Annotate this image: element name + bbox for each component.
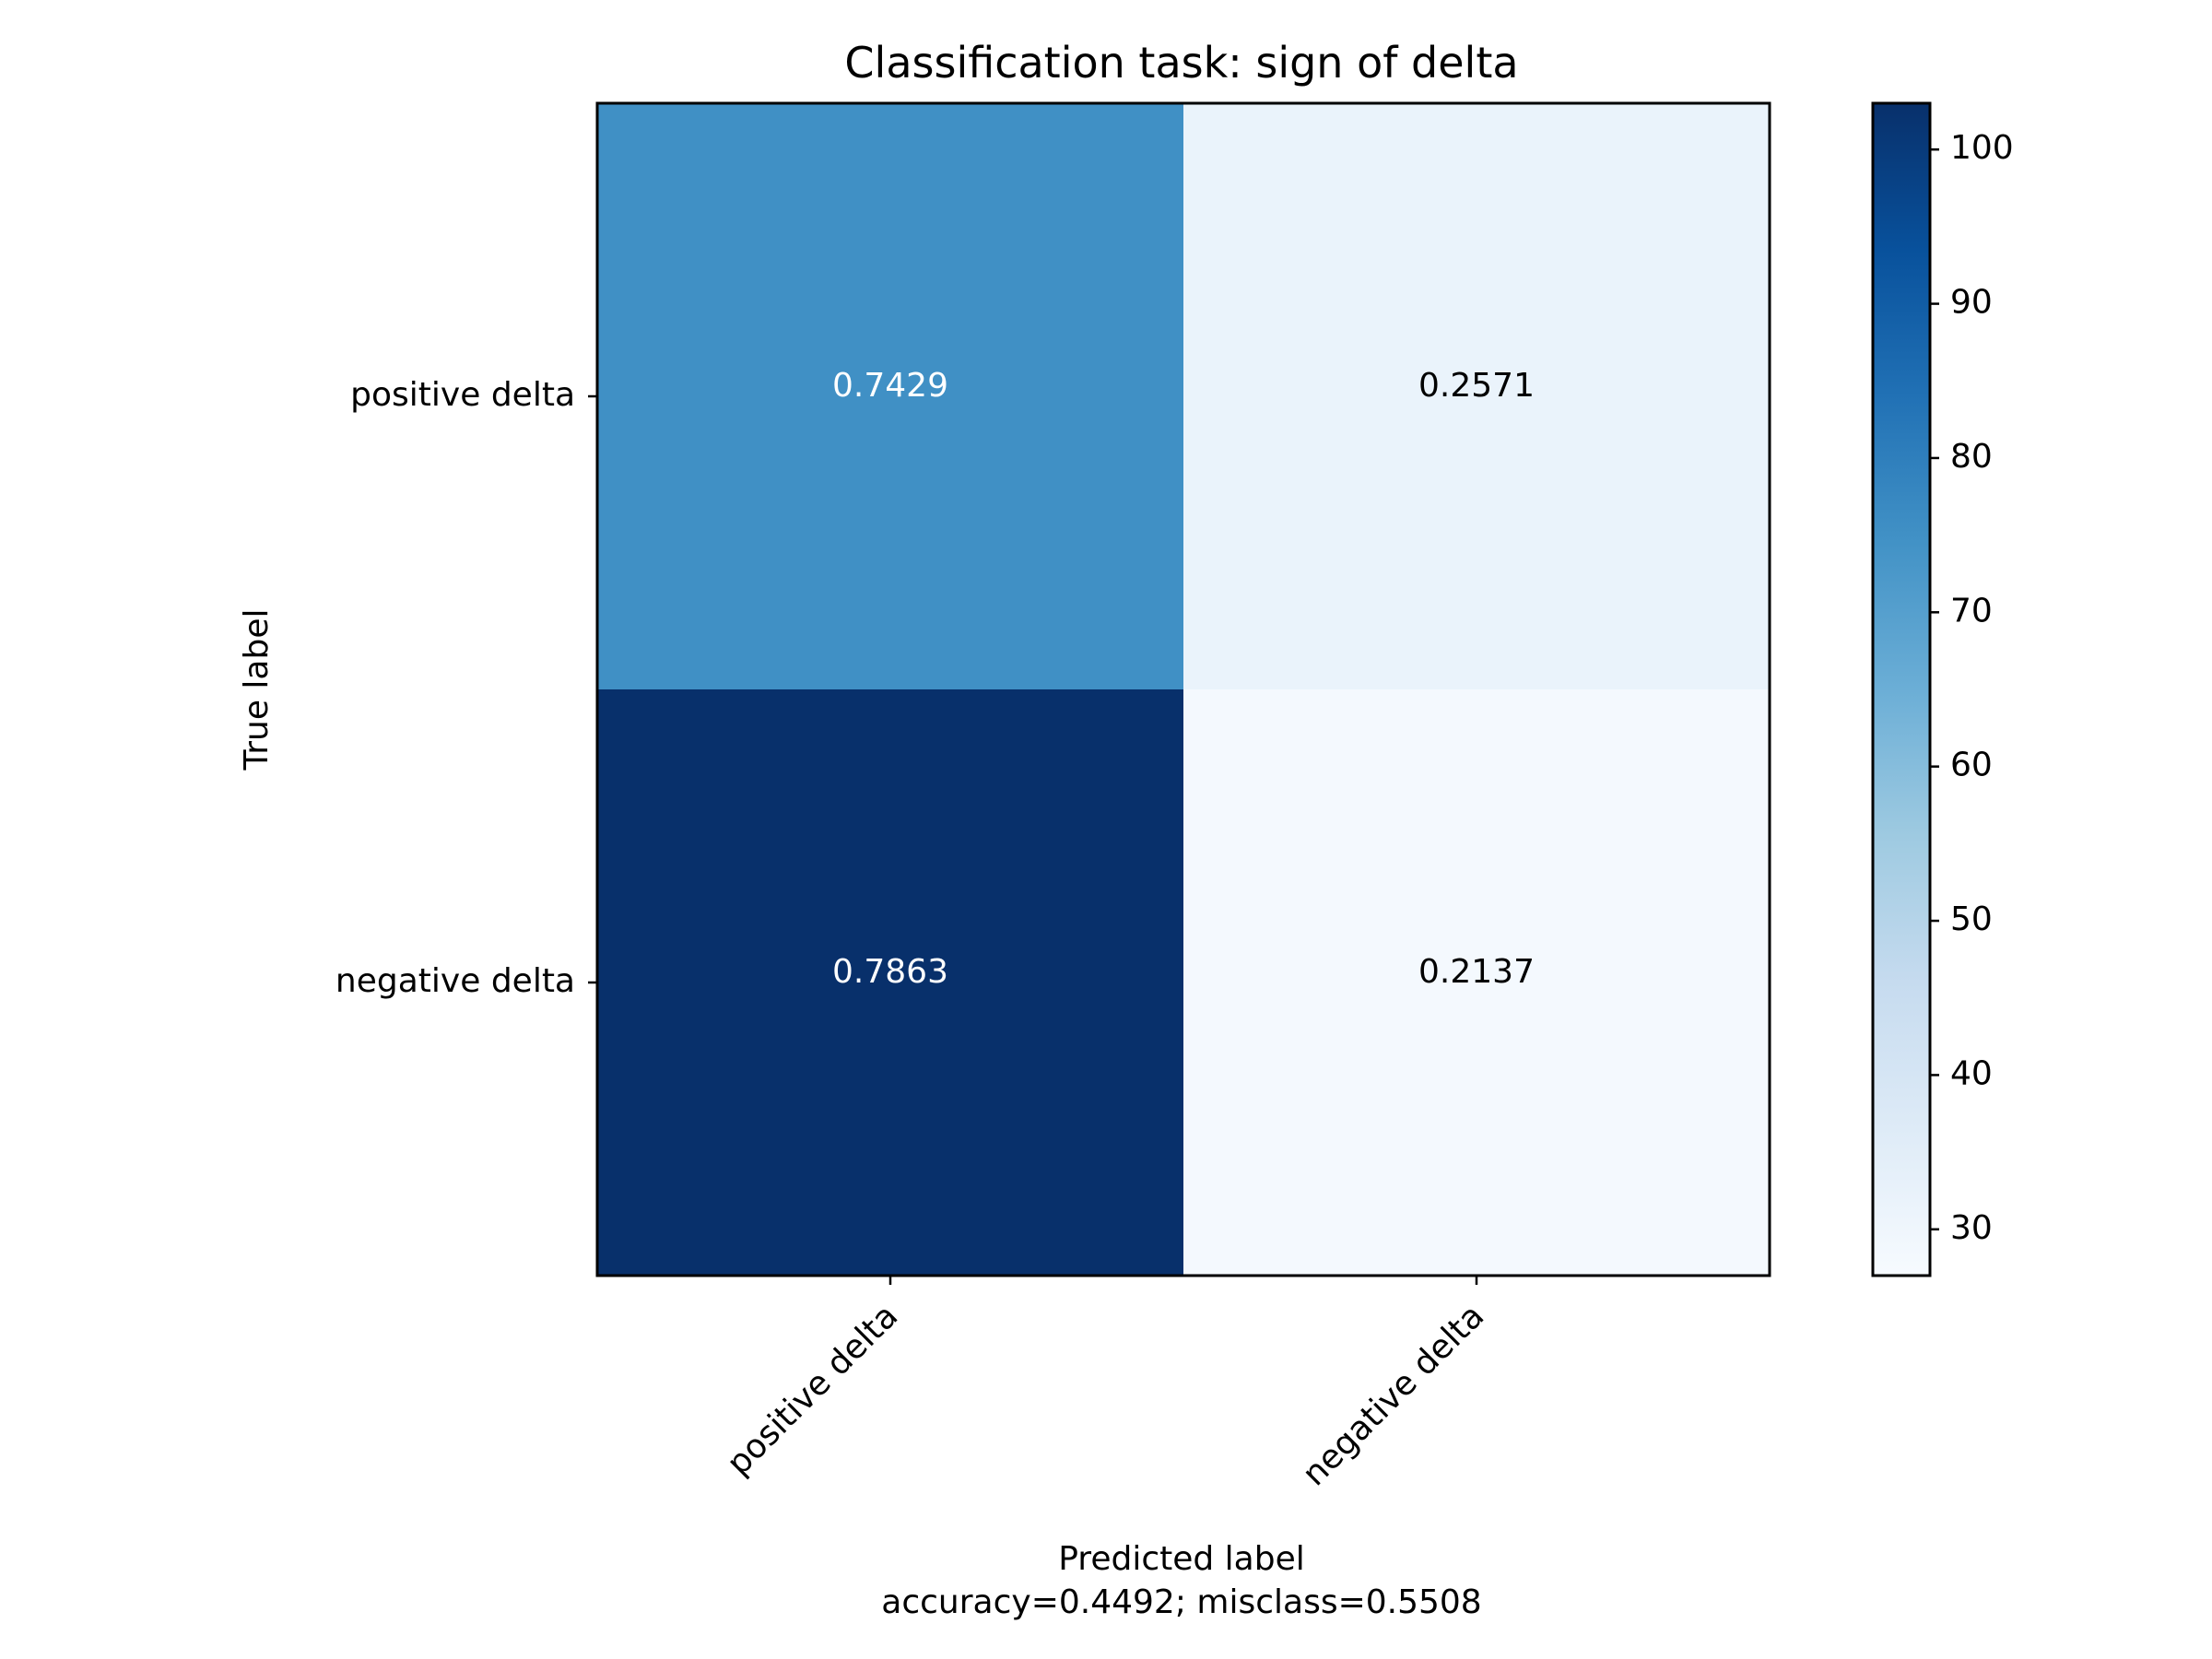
y-axis-label: True label <box>238 609 276 771</box>
colorbar-frame <box>1871 101 1932 1277</box>
colorbar-tick-label: 90 <box>1950 284 1993 322</box>
cell-value-label: 0.2571 <box>1418 367 1535 405</box>
colorbar-tick-label: 70 <box>1950 592 1993 629</box>
y-tick-label: positive delta <box>350 376 575 414</box>
plot-frame <box>595 101 1771 1277</box>
heatmap-cell <box>1183 103 1771 690</box>
x-axis-label: Predicted label <box>1058 1540 1305 1578</box>
cell-value-label: 0.7863 <box>832 953 948 991</box>
colorbar-ticks: 30 40 50 60 70 80 90 100 <box>1930 129 2014 1247</box>
colorbar-tick-label: 50 <box>1950 900 1993 938</box>
heatmap-cell <box>597 103 1184 690</box>
colorbar: 30 40 50 60 70 80 90 100 <box>1871 101 2014 1277</box>
y-axis-ticks: positive delta negative delta <box>335 376 597 1000</box>
colorbar-tick-label: 80 <box>1950 438 1993 476</box>
heatmap-cell-labels: 0.7429 0.2571 0.7863 0.2137 <box>832 367 1535 991</box>
heatmap-cell <box>1183 689 1771 1277</box>
heatmap-cell <box>597 689 1184 1277</box>
heatmap-cells <box>597 103 1771 1277</box>
colorbar-tick-label: 40 <box>1950 1054 1993 1092</box>
cell-value-label: 0.7429 <box>832 367 948 405</box>
chart-title: Classification task: sign of delta <box>844 38 1518 88</box>
cell-value-label: 0.2137 <box>1418 953 1535 991</box>
colorbar-gradient <box>1873 103 1930 1276</box>
colorbar-tick-label: 100 <box>1950 129 2014 167</box>
colorbar-tick-label: 30 <box>1950 1209 1993 1247</box>
y-tick-label: negative delta <box>335 962 575 1000</box>
accuracy-summary: accuracy=0.4492; misclass=0.5508 <box>881 1583 1481 1621</box>
colorbar-tick-label: 60 <box>1950 747 1993 784</box>
